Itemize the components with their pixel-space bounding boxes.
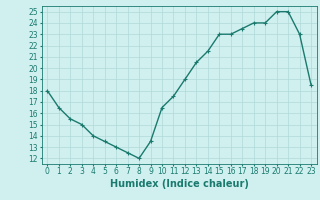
X-axis label: Humidex (Indice chaleur): Humidex (Indice chaleur) xyxy=(110,179,249,189)
